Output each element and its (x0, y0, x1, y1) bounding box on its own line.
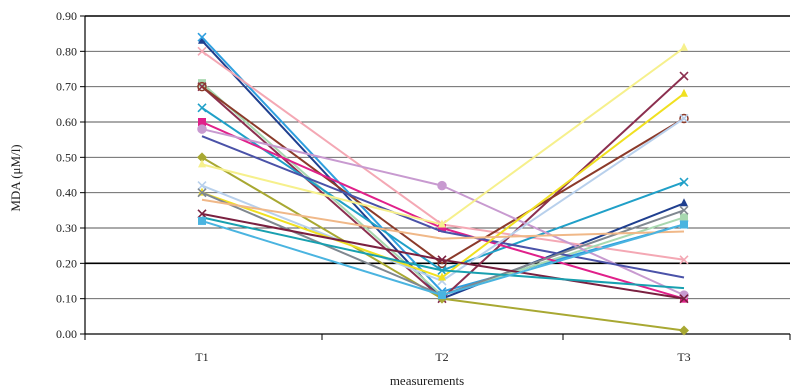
point-marker (198, 118, 206, 126)
series-19 (198, 216, 688, 300)
point-marker (680, 220, 688, 229)
point-marker (679, 113, 689, 124)
y-tick-label: 0.30 (56, 221, 77, 235)
series-layer (197, 32, 689, 336)
point-marker (679, 325, 689, 336)
y-axis-title: MDA (μM/l) (8, 144, 23, 211)
point-marker (679, 255, 689, 265)
y-tick-label: 0.90 (56, 9, 77, 23)
point-marker (679, 113, 689, 124)
point-marker (680, 42, 688, 51)
series-line (201, 216, 685, 290)
y-tick-label: 0.70 (56, 80, 77, 94)
y-tick-label: 0.80 (56, 44, 77, 58)
x-tick-label-t1: T1 (195, 350, 208, 364)
x-tick-label-t2: T2 (435, 350, 448, 364)
point-marker (679, 71, 689, 81)
y-tick-label: 0.60 (56, 115, 77, 129)
point-marker (197, 209, 207, 219)
point-marker (679, 294, 689, 304)
point-marker (679, 177, 689, 187)
x-axis-title: measurements (390, 373, 464, 388)
point-marker (197, 81, 207, 92)
point-marker (198, 216, 206, 225)
y-tick-label: 0.50 (56, 150, 77, 164)
series-line (201, 85, 685, 265)
point-marker (197, 32, 207, 42)
series-line (201, 198, 685, 240)
point-marker (197, 188, 207, 198)
series-9 (197, 124, 689, 300)
point-marker (679, 205, 689, 215)
series-17 (197, 209, 689, 304)
point-marker (680, 213, 688, 222)
axis-layer (80, 15, 791, 340)
y-tick-label: 0.20 (56, 256, 77, 270)
series-line (201, 46, 685, 226)
point-marker (197, 152, 207, 163)
point-marker (438, 224, 446, 232)
point-marker (198, 35, 206, 44)
series-line (201, 135, 685, 279)
series-16 (201, 198, 685, 240)
y-tick-label: 0.00 (56, 327, 77, 341)
point-marker (197, 181, 207, 191)
series-18 (201, 216, 685, 290)
point-marker (198, 159, 206, 168)
point-marker (197, 46, 207, 56)
y-tick-label: 0.10 (56, 292, 77, 306)
series-10 (201, 135, 685, 279)
point-marker (438, 272, 446, 281)
series-12 (198, 42, 688, 228)
point-marker (680, 88, 688, 97)
point-marker (438, 219, 446, 228)
y-tick-label: 0.40 (56, 186, 77, 200)
x-tick-label-t3: T3 (677, 350, 690, 364)
point-marker (680, 198, 688, 207)
point-marker (438, 291, 446, 300)
point-marker (437, 255, 447, 265)
point-marker (197, 103, 207, 113)
point-marker (437, 180, 447, 191)
label-layer: 0.00 0.10 0.20 0.30 0.40 0.50 0.60 0.70 0.80 0.90… (56, 9, 691, 364)
point-marker (197, 124, 207, 134)
